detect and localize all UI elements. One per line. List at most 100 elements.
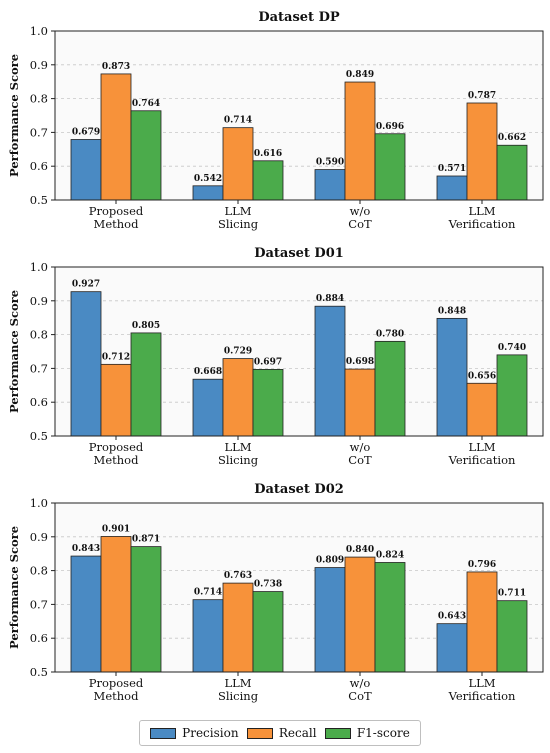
data-label: 0.714 [194, 588, 222, 598]
x-tick-label: LLM [224, 204, 251, 218]
legend-swatch-precision [150, 727, 177, 739]
data-label: 0.571 [438, 164, 466, 174]
bar-precision [314, 169, 346, 201]
legend-item-precision: Precision [150, 726, 239, 740]
bar-recall [222, 127, 254, 201]
data-label: 0.656 [468, 371, 496, 381]
chart-panel-1: 0.5 0.6 0.7 0.8 0.9 1.0 Dataset DP Performance … [7, 10, 544, 231]
data-label: 0.849 [346, 70, 374, 80]
y-axis-label: Performance Score [7, 54, 21, 177]
data-label: 0.712 [102, 352, 130, 362]
y-axis-label: Performance Score [7, 290, 21, 413]
data-label: 0.729 [224, 347, 252, 357]
bar-f1 [374, 562, 406, 673]
x-tick-label: LLM [468, 676, 495, 690]
bar-recall [100, 536, 132, 673]
bar-precision [436, 623, 468, 673]
y-tick-label: 0.5 [30, 429, 48, 443]
y-tick-label: 0.6 [30, 631, 48, 645]
data-label: 0.616 [254, 149, 282, 159]
bar-recall [100, 363, 132, 437]
legend-item-f1: F1-score [324, 726, 410, 740]
bar-recall [222, 358, 254, 437]
x-tick-label: Verification [448, 689, 516, 703]
data-label: 0.643 [438, 612, 466, 622]
charts-figure: 0.5 0.6 0.7 0.8 0.9 1.0 Dataset DP Performance … [7, 10, 544, 703]
y-tick-label: 0.6 [30, 395, 48, 409]
y-tick-label: 0.8 [30, 564, 48, 578]
x-tick-label: CoT [348, 217, 372, 231]
y-tick-label: 0.9 [30, 58, 48, 72]
data-label: 0.662 [498, 133, 526, 143]
bar-f1 [496, 354, 528, 437]
data-label: 0.696 [376, 122, 404, 132]
y-tick-label: 0.5 [30, 665, 48, 679]
chart-panel-2: 0.5 0.6 0.7 0.8 0.9 1.0 Dataset D01 Performance… [7, 246, 544, 467]
data-label: 0.927 [72, 280, 100, 290]
y-tick-label: 1.0 [30, 24, 48, 38]
plot-frame [54, 30, 544, 201]
data-label: 0.780 [376, 329, 404, 339]
bar-f1 [252, 369, 284, 437]
legend-swatch-f1 [324, 727, 351, 739]
data-label: 0.668 [194, 367, 222, 377]
chart-title: Dataset D02 [254, 482, 344, 497]
y-tick-label: 0.7 [30, 361, 48, 375]
data-label: 0.738 [254, 580, 282, 590]
y-axis-label: Performance Score [7, 526, 21, 649]
data-label: 0.843 [72, 544, 100, 554]
x-tick-label: w/o [350, 204, 371, 218]
data-label: 0.764 [132, 99, 160, 109]
chart-title: Dataset D01 [254, 246, 344, 261]
y-tick-label: 0.9 [30, 294, 48, 308]
plot-frame [54, 266, 544, 437]
x-tick-label: w/o [350, 676, 371, 690]
bar-f1 [374, 340, 406, 437]
bar-f1 [130, 110, 162, 201]
bar-precision [70, 139, 102, 201]
bar-precision [314, 305, 346, 437]
data-label: 0.824 [376, 550, 404, 560]
x-tick-label: CoT [348, 689, 372, 703]
bar-f1 [252, 591, 284, 673]
x-tick-label: Proposed [89, 676, 144, 690]
x-tick-label: Proposed [89, 204, 144, 218]
data-label: 0.679 [72, 127, 100, 137]
y-tick-label: 0.8 [30, 92, 48, 106]
chart-title: Dataset DP [258, 10, 340, 25]
data-label: 0.884 [316, 294, 344, 304]
data-label: 0.714 [224, 116, 252, 126]
data-label: 0.840 [346, 545, 374, 555]
bar-precision [436, 175, 468, 201]
legend-item-recall: Recall [246, 726, 317, 740]
x-tick-label: CoT [348, 453, 372, 467]
bar-recall [344, 81, 376, 201]
x-tick-label: Verification [448, 217, 516, 231]
x-tick-label: Method [94, 217, 140, 231]
x-tick-label: Proposed [89, 440, 144, 454]
bar-f1 [130, 546, 162, 673]
bar-recall [344, 556, 376, 673]
data-label: 0.901 [102, 524, 130, 534]
plot-frame [54, 502, 544, 673]
legend-swatch-recall [246, 727, 273, 739]
x-tick-label: LLM [468, 204, 495, 218]
bar-recall [466, 382, 498, 437]
bar-f1 [130, 332, 162, 437]
legend: Precision Recall F1-score [139, 720, 421, 746]
data-label: 0.787 [468, 91, 496, 101]
bar-recall [466, 102, 498, 201]
bar-f1 [496, 144, 528, 201]
data-label: 0.711 [498, 589, 526, 599]
legend-label-recall: Recall [278, 726, 317, 740]
chart-panel-3: 0.5 0.6 0.7 0.8 0.9 1.0 Dataset D02 Performance… [7, 482, 544, 703]
bar-f1 [374, 133, 406, 201]
data-label: 0.848 [438, 306, 466, 316]
x-tick-label: LLM [468, 440, 495, 454]
x-tick-label: w/o [350, 440, 371, 454]
bar-f1 [496, 600, 528, 673]
data-label: 0.805 [132, 321, 160, 331]
bar-precision [192, 185, 224, 201]
bar-recall [466, 571, 498, 673]
y-tick-label: 1.0 [30, 496, 48, 510]
